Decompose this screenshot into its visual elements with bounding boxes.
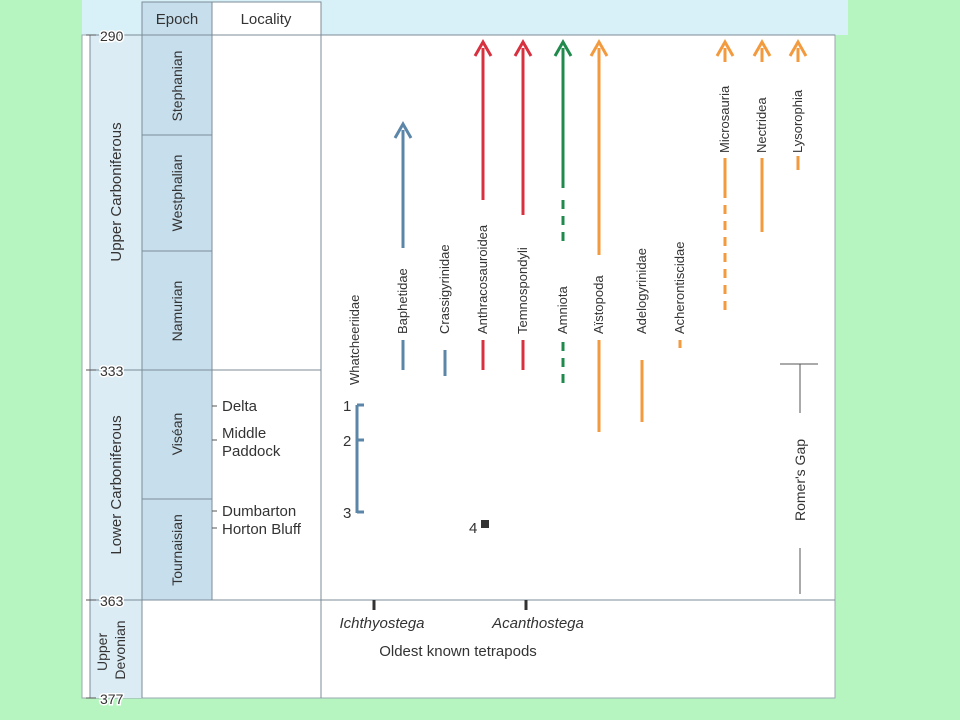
taxon-anthracosauroidea: Anthracosauroidea xyxy=(475,224,490,334)
oldest-caption: Oldest known tetrapods xyxy=(379,643,537,660)
period-column xyxy=(90,35,142,698)
site-number-3: 3 xyxy=(343,505,351,522)
site-number-4: 4 xyxy=(469,520,477,537)
locality-delta: Delta xyxy=(222,398,258,415)
locality-horton-bluff: Horton Bluff xyxy=(222,521,302,538)
locality-middle: Middle xyxy=(222,425,266,442)
romers-gap-label: Romer's Gap xyxy=(792,439,808,521)
stage-visean: Viséan xyxy=(169,413,185,456)
epoch-header: Epoch xyxy=(156,11,199,28)
locality-paddock: Paddock xyxy=(222,443,281,460)
oldest-taxon-acanthostega: Acanthostega xyxy=(491,615,584,632)
taxon-temnospondyli: Temnospondyli xyxy=(515,247,530,334)
oldest-taxon-ichthyostega: Ichthyostega xyxy=(339,615,424,632)
taxon-lysorophia: Lysorophia xyxy=(790,89,805,153)
period-upper-devonian-line2: Devonian xyxy=(112,620,128,679)
stage-stephanian: Stephanian xyxy=(169,51,185,122)
age-label-333: 333 xyxy=(100,363,124,379)
arrowhead-nectridea xyxy=(752,38,772,57)
arrowhead-aistopoda xyxy=(589,38,609,57)
taxon-microsauria: Microsauria xyxy=(717,85,732,153)
age-label-363: 363 xyxy=(100,593,124,609)
stage-westphalian: Westphalian xyxy=(169,155,185,232)
site-4-marker xyxy=(481,520,489,528)
oldest-ticks xyxy=(372,600,528,610)
grid-lines xyxy=(89,2,835,698)
taxon-nectridea: Nectridea xyxy=(754,97,769,153)
locality-dumbarton: Dumbarton xyxy=(222,503,296,520)
taxon-baphetidae: Baphetidae xyxy=(395,268,410,334)
locality-header: Locality xyxy=(241,11,292,28)
arrowhead-microsauria xyxy=(715,38,735,57)
taxon-acherontiscidae: Acherontiscidae xyxy=(672,242,687,335)
taxon-amniota: Amniota xyxy=(555,286,570,334)
arrowhead-anthracosauroidea xyxy=(473,38,493,57)
taxon-aistopoda: Aïstopoda xyxy=(591,275,606,334)
stage-tournaisian: Tournaisian xyxy=(169,514,185,586)
age-label-290: 290 xyxy=(100,28,124,44)
period-lower-carboniferous: Lower Carboniferous xyxy=(108,415,125,554)
arrowhead-temnospondyli xyxy=(513,38,533,57)
taxon-whatcheeriidae: Whatcheeriidae xyxy=(347,295,362,385)
locality-ticks xyxy=(212,405,217,529)
taxon-ranges xyxy=(393,38,808,432)
age-label-377: 377 xyxy=(100,691,124,707)
period-upper-devonian: Upper Devonian xyxy=(94,620,128,679)
stage-column xyxy=(142,35,212,600)
taxon-adelogyrinidae: Adelogyrinidae xyxy=(634,248,649,334)
taxon-labels: Whatcheeriidae Baphetidae Crassigyrinida… xyxy=(347,85,805,385)
site-number-1: 1 xyxy=(343,398,351,415)
age-ticks xyxy=(86,34,96,699)
arrowhead-lysorophia xyxy=(788,38,808,57)
taxon-crassigyrinidae: Crassigyrinidae xyxy=(437,244,452,334)
romers-gap-bracket xyxy=(780,363,818,594)
whatcheeriidae-range xyxy=(355,403,364,514)
stage-namurian: Namurian xyxy=(169,281,185,342)
arrowhead-amniota xyxy=(553,38,573,57)
period-upper-carboniferous: Upper Carboniferous xyxy=(108,122,125,261)
site-number-2: 2 xyxy=(343,433,351,450)
arrowhead-baphetidae xyxy=(393,120,413,139)
period-upper-devonian-line1: Upper xyxy=(94,633,110,671)
